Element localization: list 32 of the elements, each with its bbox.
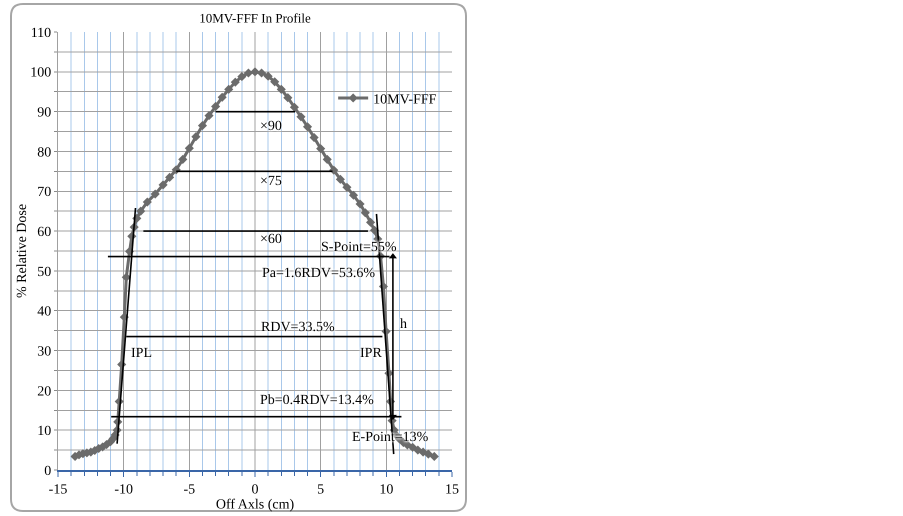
y-tick-label: 80 — [37, 145, 52, 160]
y-tick-label: 50 — [37, 264, 52, 280]
legend-label: 10MV-FFF — [373, 92, 437, 108]
y-tick-label: 40 — [37, 304, 52, 320]
annotation: IPL — [131, 346, 152, 361]
y-tick-label: 0 — [44, 464, 52, 479]
x-tick-label: -5 — [183, 482, 196, 498]
x-axis-title: Off Axls (cm) — [216, 498, 294, 513]
annotation: h — [400, 317, 407, 332]
x-tick-label: -15 — [48, 482, 68, 498]
x-tick-label: 15 — [445, 482, 459, 498]
annotation: IPR — [360, 346, 382, 361]
x-tick-label: 5 — [317, 482, 324, 498]
y-tick-label: 110 — [30, 26, 52, 41]
annotation: ×60 — [260, 232, 282, 247]
annotation: Pa=1.6RDV=53.6% — [262, 266, 376, 281]
annotation: Pb=0.4RDV=13.4% — [260, 393, 374, 408]
y-tick-label: 30 — [37, 344, 52, 360]
annotation: ×90 — [260, 119, 282, 134]
y-tick-label: 90 — [37, 106, 52, 121]
x-tick-label: 10 — [379, 482, 394, 498]
annotation: ×75 — [260, 174, 282, 189]
y-tick-label: 10 — [37, 424, 52, 440]
y-tick-label: 20 — [37, 384, 52, 400]
x-tick-label: 0 — [252, 482, 258, 498]
y-tick-label: 70 — [37, 185, 52, 200]
y-tick-label: 60 — [37, 224, 52, 240]
y-axis-title: % Relative Dose — [15, 204, 30, 298]
y-tick-label: 100 — [30, 66, 52, 81]
annotation: RDV=33.5% — [261, 320, 335, 335]
chart-title: 10MV-FFF In Profile — [199, 10, 311, 26]
x-tick-label: -10 — [114, 482, 134, 498]
